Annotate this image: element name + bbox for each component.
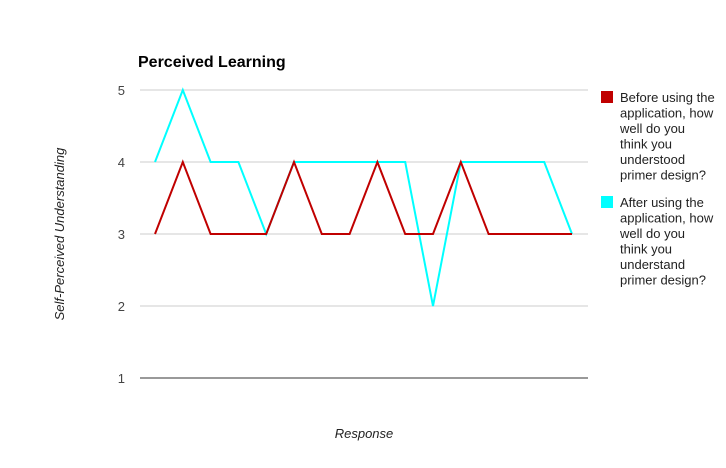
- legend: Before using the application, how well do …: [601, 90, 715, 288]
- y-tick-label: 5: [118, 83, 125, 98]
- legend-item: After using the application, how well do y…: [601, 195, 714, 288]
- legend-label: Before using the application, how well do …: [619, 90, 715, 183]
- y-tick-label: 3: [118, 227, 125, 242]
- legend-item: Before using the application, how well do …: [601, 90, 715, 183]
- legend-label-line: understand: [620, 257, 685, 272]
- series-line-2: [154, 87, 573, 307]
- y-tick-labels: 1 2 3 4 5: [118, 83, 125, 386]
- y-tick-label: 4: [118, 155, 125, 170]
- legend-label-line: think you: [620, 242, 672, 257]
- y-axis-label: Self-Perceived Understanding: [52, 147, 67, 320]
- chart-title: Perceived Learning: [138, 54, 286, 71]
- legend-swatch: [601, 91, 613, 103]
- legend-label: After using the application, how well do y…: [619, 195, 714, 288]
- series-line-1: [154, 159, 572, 235]
- y-tick-label: 2: [118, 299, 125, 314]
- series-lines: [154, 87, 573, 307]
- legend-label-line: primer design?: [620, 273, 706, 288]
- legend-label-line: well do you: [619, 121, 685, 136]
- legend-label-line: application, how: [620, 106, 714, 121]
- x-axis-label: Response: [335, 426, 394, 441]
- legend-swatch: [601, 196, 613, 208]
- legend-label-line: Before using the: [620, 90, 715, 105]
- legend-label-line: well do you: [619, 226, 685, 241]
- legend-label-line: understood: [620, 152, 685, 167]
- legend-label-line: application, how: [620, 211, 714, 226]
- legend-label-line: primer design?: [620, 168, 706, 183]
- y-tick-label: 1: [118, 371, 125, 386]
- legend-label-line: After using the: [620, 195, 704, 210]
- legend-label-line: think you: [620, 137, 672, 152]
